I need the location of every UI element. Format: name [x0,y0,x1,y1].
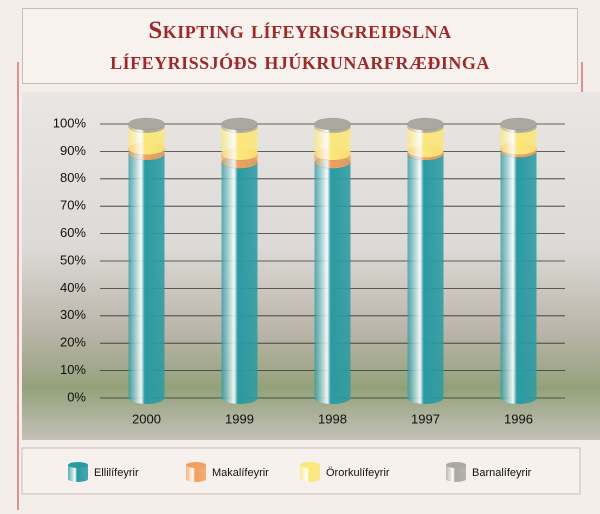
y-tick-label: 20% [60,335,86,350]
y-tick-label: 0% [67,389,86,404]
y-tick-label: 10% [60,362,86,377]
x-tick-label: 1998 [318,411,347,426]
y-tick-label: 80% [60,170,86,185]
legend-swatch [68,462,88,482]
bar-segment [500,117,537,133]
legend-swatch [186,462,206,482]
x-tick-label: 1999 [225,411,254,426]
y-tick-label: 100% [53,115,87,130]
y-tick-label: 40% [60,280,86,295]
bar-segment [221,156,258,404]
bar-segment [314,156,351,404]
bar-segment [221,117,258,133]
chart-title: Skipting lífeyrisgreiðslna lífeyrissjóðs… [22,8,578,84]
x-tick-label: 1996 [504,411,533,426]
legend-swatch [446,462,466,482]
bar-segment [128,117,165,133]
bar-segment [407,117,444,133]
y-tick-label: 60% [60,225,86,240]
bar-segment [128,147,165,404]
y-tick-label: 30% [60,307,86,322]
y-tick-label: 90% [60,143,86,158]
y-tick-label: 70% [60,198,86,213]
bar-segment [500,145,537,404]
legend-label: Ellilífeyrir [94,467,139,479]
y-tick-label: 50% [60,252,86,267]
bar-segment [314,117,351,133]
legend-swatch [300,462,320,482]
bar-segment [407,147,444,404]
legend-label: Örorkulífeyrir [326,467,390,479]
legend-label: Barnalífeyrir [472,467,532,479]
legend-label: Makalífeyrir [212,467,269,479]
x-tick-label: 2000 [132,411,161,426]
x-tick-label: 1997 [411,411,440,426]
